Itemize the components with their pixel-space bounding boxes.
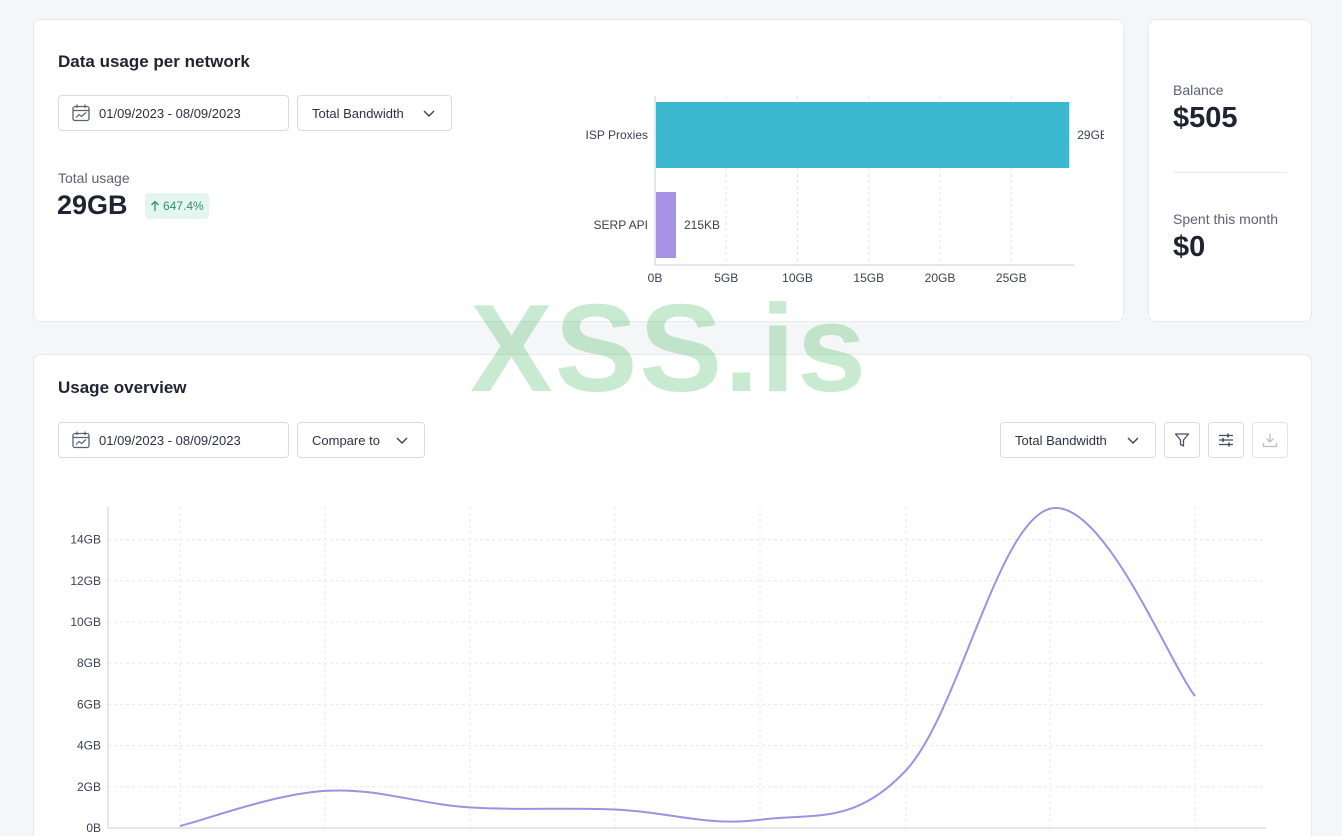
- overview-card-title: Usage overview: [58, 378, 187, 397]
- line-y-tick-label: 6GB: [77, 697, 101, 711]
- bar-x-tick-label: 5GB: [714, 271, 738, 285]
- bar-data-label: 29GB: [1077, 128, 1104, 142]
- bar-data-label: 215KB: [684, 218, 720, 232]
- spent-this-month-value: $0: [1173, 231, 1206, 263]
- calendar-icon: [71, 103, 91, 123]
- network-card-title: Data usage per network: [58, 52, 250, 71]
- filter-icon: [1173, 431, 1191, 449]
- usage-series-line: [179, 507, 1196, 827]
- overview-date-range-value: 01/09/2023 - 08/09/2023: [99, 432, 241, 448]
- bar-category-label: SERP API: [594, 218, 648, 232]
- line-y-tick-label: 2GB: [77, 780, 101, 794]
- bar-category-label: ISP Proxies: [586, 128, 648, 142]
- bar-isp-proxies: [656, 102, 1070, 168]
- line-y-tick-label: 14GB: [70, 533, 101, 547]
- line-y-tick-label: 8GB: [77, 656, 101, 670]
- bar-x-tick-label: 15GB: [853, 271, 884, 285]
- filter-button[interactable]: [1164, 422, 1200, 458]
- total-usage-value: 29GB: [57, 190, 128, 220]
- compare-to-select-value: Compare to: [312, 432, 380, 448]
- network-bar-chart: 0B 5GB 10GB 15GB 20GB 25GB ISP Proxies 29GB SERP…: [586, 96, 1104, 285]
- line-y-tick-label: 4GB: [77, 739, 101, 753]
- balance-divider: [1173, 172, 1287, 173]
- download-button[interactable]: [1252, 422, 1288, 458]
- bar-serp-api: [656, 192, 676, 258]
- spent-this-month-label: Spent this month: [1173, 211, 1279, 227]
- bar-x-tick-label: 0B: [648, 271, 663, 285]
- balance-card: Balance $505 Spent this month $0: [1148, 19, 1312, 322]
- usage-change-value: 647.4%: [163, 199, 204, 213]
- sliders-icon: [1217, 431, 1235, 449]
- chevron-down-icon: [394, 432, 410, 448]
- network-date-range-value: 01/09/2023 - 08/09/2023: [99, 105, 241, 121]
- line-y-tick-label: 10GB: [70, 615, 101, 629]
- line-y-tick-label: 12GB: [70, 574, 101, 588]
- network-usage-card: Data usage per network 01/09/2023 - 08/0…: [33, 19, 1124, 322]
- usage-change-badge: 647.4%: [145, 193, 209, 219]
- calendar-icon: [71, 430, 91, 450]
- compare-to-select[interactable]: Compare to: [297, 422, 425, 458]
- bar-x-tick-label: 20GB: [925, 271, 956, 285]
- usage-overview-card: Usage overview 01/09/2023 - 08/09/2023 C…: [33, 354, 1312, 836]
- total-usage-label: Total usage: [58, 170, 130, 186]
- download-icon: [1261, 431, 1279, 449]
- overview-date-range-picker[interactable]: 01/09/2023 - 08/09/2023: [58, 422, 289, 458]
- balance-label: Balance: [1173, 82, 1224, 98]
- balance-value: $505: [1173, 102, 1238, 134]
- network-metric-select-value: Total Bandwidth: [312, 105, 404, 121]
- line-y-tick-label: 0B: [86, 821, 101, 835]
- overview-metric-select[interactable]: Total Bandwidth: [1000, 422, 1156, 458]
- bar-x-tick-label: 10GB: [782, 271, 813, 285]
- network-metric-select[interactable]: Total Bandwidth: [297, 95, 452, 131]
- arrow-up-icon: [149, 200, 161, 212]
- chevron-down-icon: [421, 105, 437, 121]
- usage-line-chart: 0B 2GB 4GB 6GB 8GB 10GB 12GB 14GB: [70, 507, 1266, 835]
- bar-x-tick-label: 25GB: [996, 271, 1027, 285]
- chevron-down-icon: [1125, 432, 1141, 448]
- chart-settings-button[interactable]: [1208, 422, 1244, 458]
- network-date-range-picker[interactable]: 01/09/2023 - 08/09/2023: [58, 95, 289, 131]
- overview-metric-select-value: Total Bandwidth: [1015, 432, 1107, 448]
